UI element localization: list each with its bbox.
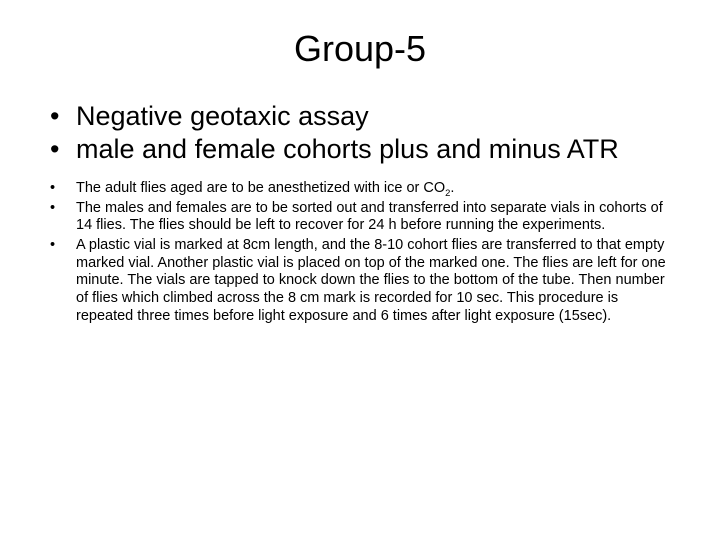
primary-bullet: Negative geotaxic assay (50, 100, 680, 133)
bullet-text-post: . (450, 180, 454, 196)
primary-bullet-list: Negative geotaxic assay male and female … (40, 100, 680, 166)
bullet-text-pre: The adult flies aged are to be anestheti… (76, 180, 445, 196)
primary-bullet: male and female cohorts plus and minus A… (50, 133, 680, 166)
bullet-text-pre: The males and females are to be sorted o… (76, 200, 663, 234)
slide-title: Group-5 (40, 28, 680, 70)
secondary-bullet: A plastic vial is marked at 8cm length, … (50, 237, 672, 325)
slide: Group-5 Negative geotaxic assay male and… (0, 0, 720, 540)
bullet-text-pre: A plastic vial is marked at 8cm length, … (76, 237, 666, 324)
secondary-bullet-list: The adult flies aged are to be anestheti… (40, 180, 680, 326)
secondary-bullet: The adult flies aged are to be anestheti… (50, 180, 672, 198)
secondary-bullet: The males and females are to be sorted o… (50, 200, 672, 235)
